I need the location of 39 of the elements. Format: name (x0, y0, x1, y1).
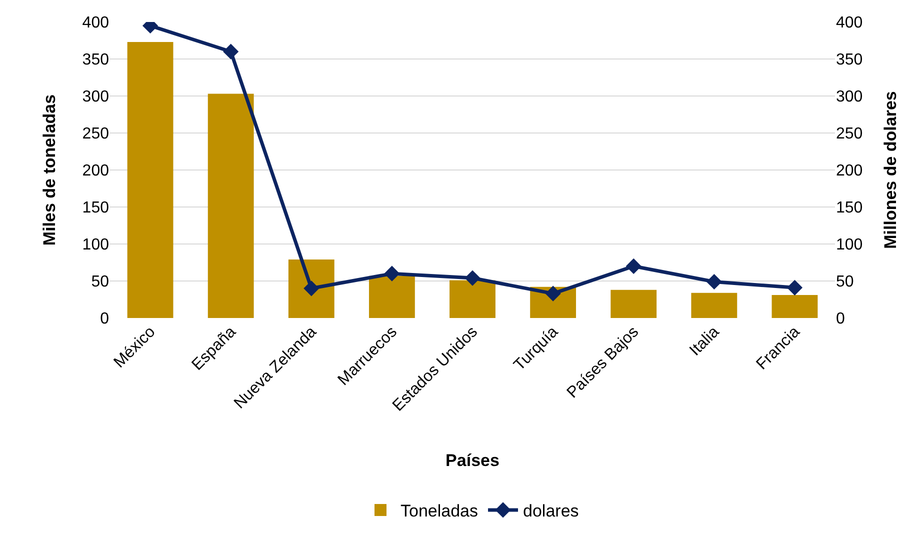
y-tick-label: 100 (82, 236, 110, 254)
y-tick-label: 400 (82, 14, 110, 32)
y2-tick-label: 150 (836, 200, 863, 217)
point (223, 44, 239, 60)
y-tick-label: 250 (82, 126, 110, 143)
y-tick-label: 50 (91, 274, 110, 291)
y-tick-label: 300 (82, 88, 110, 106)
y2-tick-label: 0 (836, 310, 845, 328)
y2-tick-label: 350 (836, 52, 863, 69)
bar (610, 290, 657, 318)
bar (368, 276, 415, 318)
y-tick-label: 0 (100, 310, 110, 328)
y2-tick-label: 250 (836, 126, 863, 143)
bar (127, 42, 174, 318)
y2-tick-label: 200 (836, 162, 863, 180)
point (384, 266, 400, 282)
point (545, 286, 561, 302)
bar (772, 295, 818, 318)
legend-label: dolares (523, 502, 579, 521)
point (706, 274, 722, 290)
y2-tick-label: 50 (836, 274, 854, 291)
y-tick-label: 150 (82, 200, 110, 217)
y2-axis-title: Millones de dolares (881, 91, 900, 249)
y2-tick-label: 400 (836, 14, 863, 32)
bar (450, 280, 496, 318)
point (464, 270, 480, 286)
y2-tick-label: 100 (836, 236, 863, 254)
bar (288, 260, 334, 318)
bar (691, 292, 738, 318)
y-axis-title: Miles de toneladas (40, 94, 59, 246)
point (626, 258, 642, 274)
y-tick-label: 350 (82, 52, 110, 69)
y-tick-label: 200 (82, 162, 110, 180)
point (786, 280, 803, 296)
bar (208, 94, 254, 318)
legend-label: Toneladas (400, 502, 478, 521)
x-tick-label: Italia (686, 323, 723, 360)
x-axis-title: Países (446, 451, 500, 470)
y2-tick-label: 300 (836, 88, 863, 106)
